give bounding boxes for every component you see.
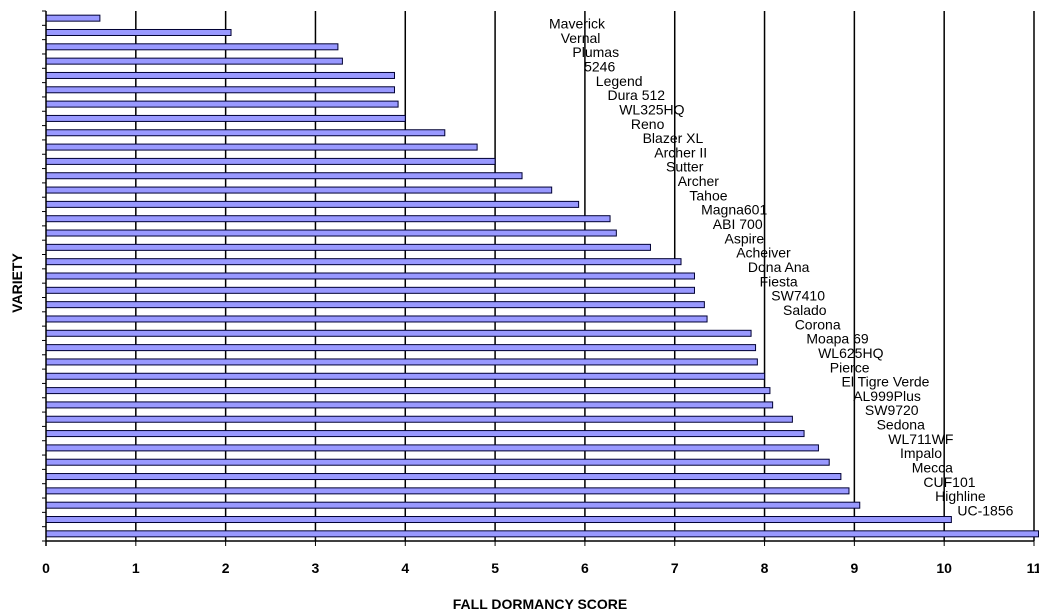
- bar: [45, 401, 774, 409]
- bar: [45, 372, 766, 380]
- bar: [45, 86, 395, 94]
- bar-label: Sutter: [666, 159, 704, 175]
- bar: [45, 186, 553, 194]
- bars: [45, 14, 1039, 538]
- bar: [45, 200, 580, 208]
- bar-label: Highline: [935, 488, 986, 504]
- bar-label: UC-1856: [957, 503, 1013, 519]
- bar-label: Sedona: [877, 417, 925, 433]
- y-axis-title: VARIETY: [9, 253, 25, 313]
- bar: [45, 344, 757, 352]
- bar: [45, 272, 695, 280]
- x-tick-label: 0: [42, 560, 50, 576]
- x-tick-label: 7: [671, 560, 679, 576]
- bar-label: Vernal: [561, 30, 601, 46]
- bar-label: Reno: [631, 116, 665, 132]
- bar-label: SW7410: [771, 288, 825, 304]
- bar: [45, 301, 705, 309]
- bar: [45, 315, 708, 323]
- bar: [45, 71, 395, 79]
- bar-label: Pierce: [830, 359, 870, 375]
- bar: [45, 229, 617, 237]
- bar-label: Salado: [783, 302, 827, 318]
- x-tick-label: 5: [491, 560, 499, 576]
- bar: [45, 157, 496, 165]
- x-tick-labels: 0 1 2 3 4 5 6 7 8 9 10 11: [42, 560, 1039, 576]
- bar: [45, 14, 101, 22]
- x-tick-label: 4: [401, 560, 409, 576]
- bar: [45, 100, 399, 108]
- bar: [45, 129, 446, 137]
- bar-label: 5246: [584, 58, 615, 74]
- bar-label: Maverick: [549, 15, 606, 31]
- bar-label: Acheiver: [736, 245, 791, 261]
- bar-label: WL711WF: [888, 431, 953, 447]
- x-tick-label: 6: [581, 560, 589, 576]
- x-tick-label: 11: [1027, 560, 1039, 576]
- bar-label: Dura 512: [608, 87, 666, 103]
- bar: [45, 430, 805, 438]
- bar-label: Legend: [596, 73, 643, 89]
- bar-label: WL625HQ: [818, 345, 883, 361]
- bar: [45, 329, 752, 337]
- bar: [45, 487, 850, 495]
- bar-label: Magna601: [701, 202, 767, 218]
- bar: [45, 114, 406, 122]
- bar: [45, 530, 1039, 538]
- x-tick-label: 3: [312, 560, 320, 576]
- bar-label: Corona: [795, 316, 841, 332]
- bar-label: Impalo: [900, 445, 942, 461]
- x-tick-label: 2: [222, 560, 230, 576]
- bar: [45, 458, 830, 466]
- bar: [45, 516, 952, 524]
- bar: [45, 415, 793, 423]
- bar-label: Dona Ana: [748, 259, 810, 275]
- bar: [45, 444, 819, 452]
- bar-label: CUF101: [923, 474, 975, 490]
- bar: [45, 215, 611, 223]
- bar: [45, 473, 842, 481]
- bar-label: Mecca: [912, 460, 953, 476]
- bar: [45, 358, 758, 366]
- bar-label: SW9720: [865, 402, 919, 418]
- bar-label: ABI 700: [713, 216, 763, 232]
- bar: [45, 143, 478, 151]
- bar-label: Archer: [678, 173, 720, 189]
- bar-label: Blazer XL: [643, 130, 704, 146]
- bar: [45, 57, 343, 65]
- bar: [45, 387, 771, 395]
- bar: [45, 501, 861, 509]
- bar: [45, 286, 695, 294]
- bar-label: Moapa 69: [806, 331, 868, 347]
- bar: [45, 43, 339, 51]
- bar-label: Tahoe: [689, 187, 727, 203]
- bar-label: El Tigre Verde: [842, 374, 930, 390]
- axes: [42, 10, 1035, 546]
- x-axis-title: FALL DORMANCY SCORE: [453, 596, 628, 612]
- x-tick-label: 10: [936, 560, 952, 576]
- bar-label: WL325HQ: [619, 101, 684, 117]
- bar-label: Fiesta: [760, 273, 798, 289]
- bar: [45, 243, 651, 251]
- bar: [45, 258, 682, 266]
- bar-label: Archer II: [654, 144, 707, 160]
- x-tick-label: 8: [761, 560, 769, 576]
- bar: [45, 172, 523, 180]
- bar: [45, 28, 232, 36]
- x-tick-label: 1: [132, 560, 140, 576]
- bar-label: AL999Plus: [853, 388, 921, 404]
- bar-label: Aspire: [725, 230, 765, 246]
- x-tick-label: 9: [850, 560, 858, 576]
- bar-label: Plumas: [572, 44, 619, 60]
